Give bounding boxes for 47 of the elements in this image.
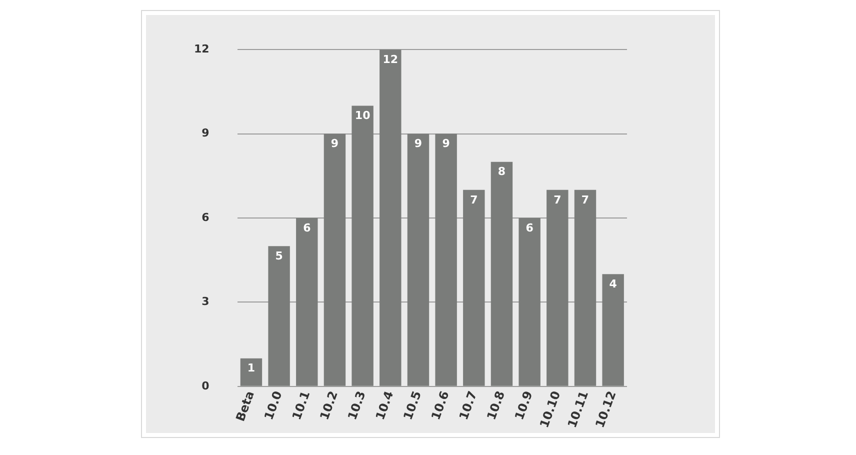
bar [602, 274, 624, 386]
bar [407, 134, 430, 386]
data-label: 8 [498, 165, 506, 178]
x-tick-label: Beta [233, 389, 257, 424]
y-tick-label: 6 [202, 210, 210, 224]
bar [490, 162, 513, 386]
bar [463, 190, 485, 386]
x-tick-label: 10.2 [317, 389, 340, 422]
x-tick-label: 10.9 [512, 389, 536, 422]
data-label: 7 [554, 193, 562, 206]
bar [352, 106, 374, 386]
y-tick-label: 3 [202, 295, 210, 308]
x-tick-label: 10.10 [537, 389, 564, 430]
x-tick-label: 10.1 [289, 389, 313, 422]
data-label: 5 [275, 249, 283, 262]
y-tick-label: 12 [194, 42, 210, 56]
data-label: 6 [526, 221, 534, 234]
data-label: 9 [330, 137, 339, 150]
bar [324, 134, 346, 386]
bar [574, 190, 596, 386]
data-label: 1 [247, 362, 256, 375]
y-tick-label: 9 [202, 126, 210, 140]
data-label: 9 [414, 137, 422, 150]
data-label: 9 [442, 137, 450, 150]
x-tick-label: 10.8 [484, 389, 508, 422]
x-tick-label: 10.7 [456, 389, 480, 422]
x-tick-label: 10.4 [372, 389, 396, 422]
data-label: 6 [303, 221, 312, 234]
x-tick-label: 10.11 [564, 389, 592, 430]
data-label: 7 [470, 193, 478, 206]
x-tick-label: 10.5 [400, 389, 424, 422]
bar [380, 50, 402, 386]
x-tick-label: 10.12 [592, 389, 619, 430]
bar [268, 246, 290, 386]
data-label: 4 [609, 277, 618, 290]
bar [240, 358, 262, 386]
data-label: 12 [382, 52, 398, 66]
data-label: 10 [354, 109, 371, 122]
x-tick-label: 10.3 [345, 389, 368, 422]
x-tick-label: 10.0 [262, 389, 285, 422]
y-tick-label: 0 [202, 379, 210, 392]
bar [296, 218, 318, 386]
x-tick-label: 10.6 [428, 389, 452, 422]
bar [518, 218, 540, 386]
data-label: 7 [581, 193, 590, 206]
bar [546, 190, 568, 386]
bar [435, 134, 457, 386]
